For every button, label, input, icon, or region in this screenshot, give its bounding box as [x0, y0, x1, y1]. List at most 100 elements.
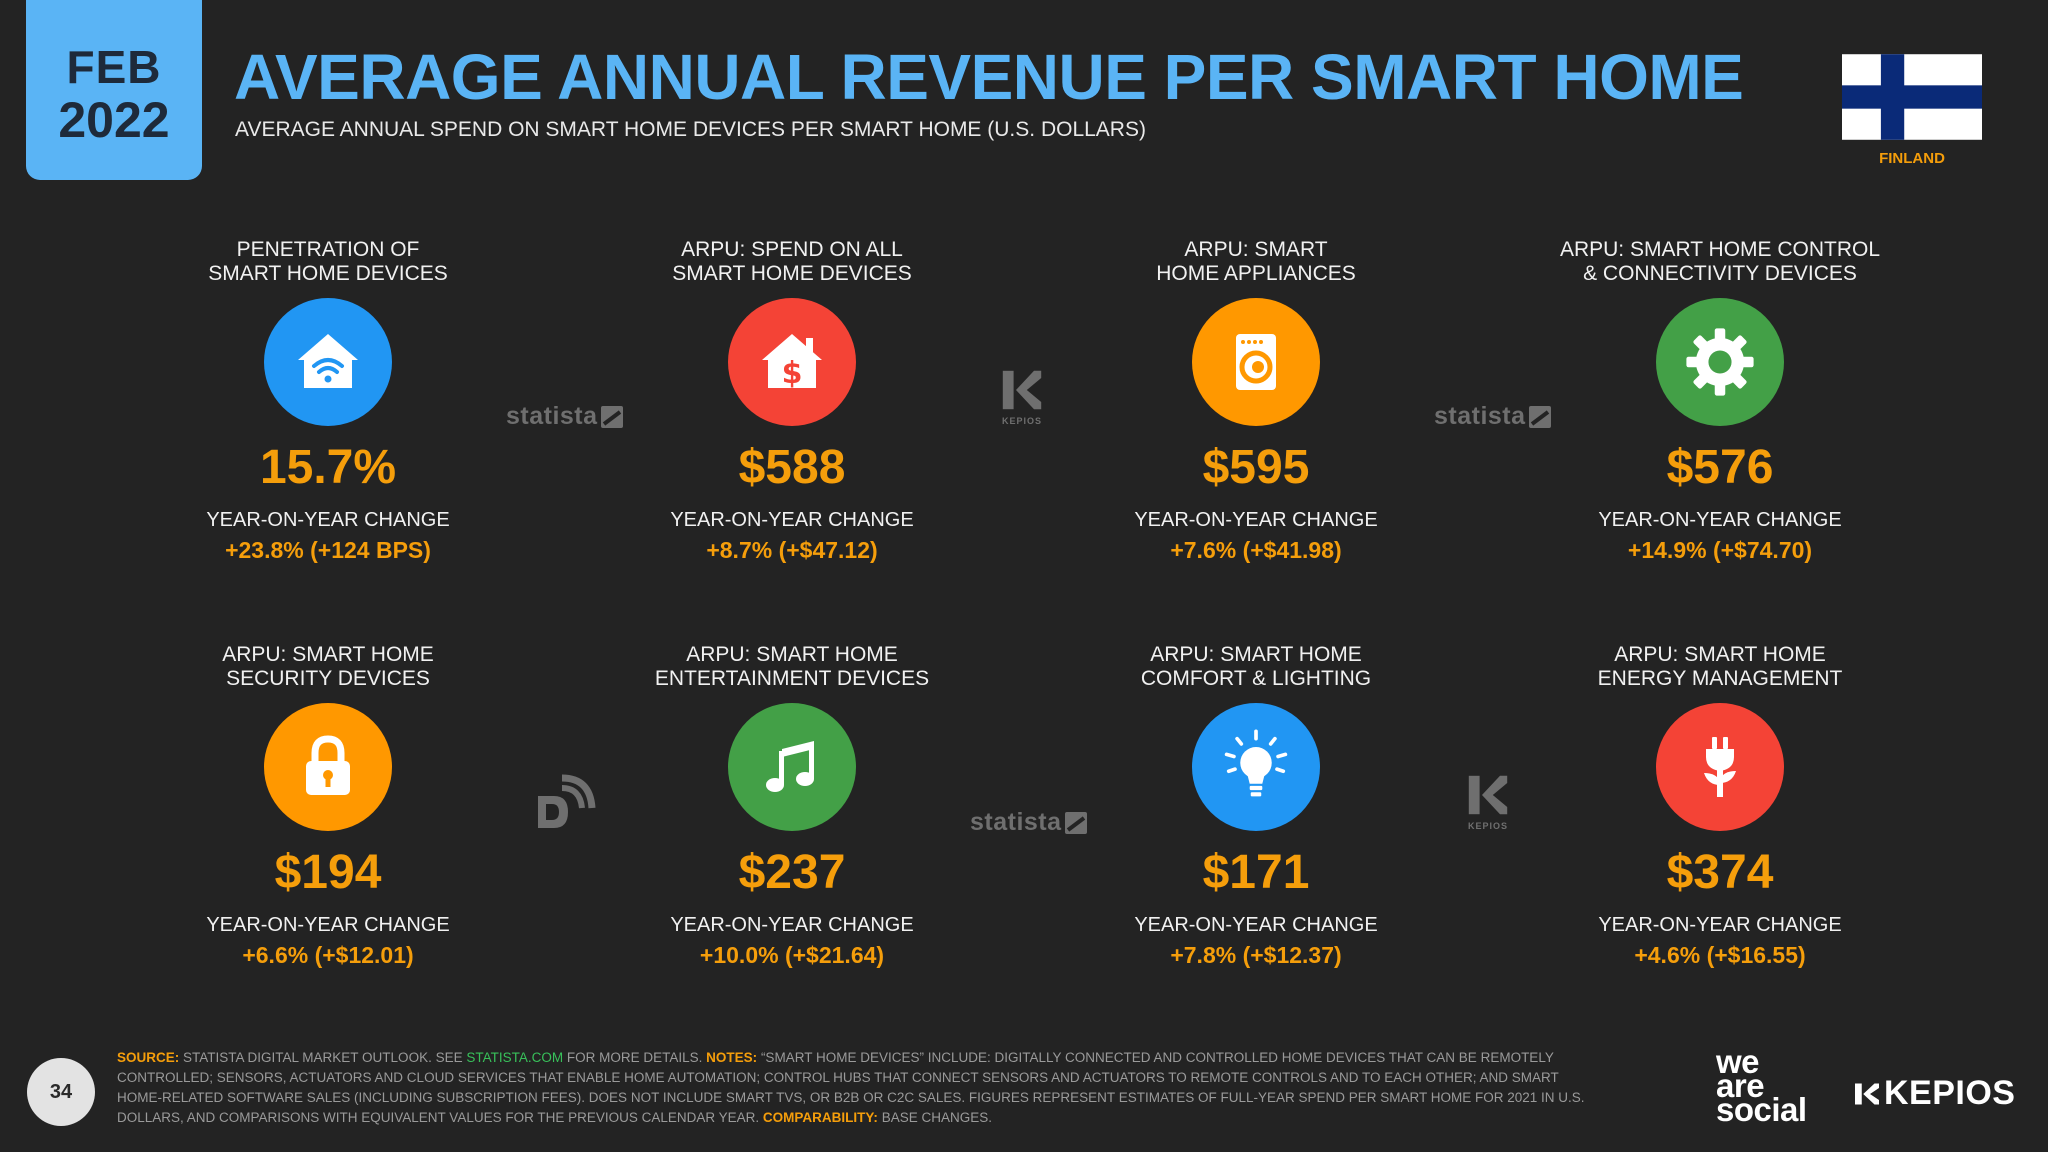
statista-watermark: statista [970, 808, 1087, 837]
stat-change-label: YEAR-ON-YEAR CHANGE [670, 509, 914, 531]
dollar-house-icon: $ [762, 334, 822, 391]
svg-text:$: $ [782, 356, 803, 391]
stat-change-value: +8.7% (+$47.12) [706, 537, 878, 563]
stat-label: ARPU: SMART HOME COMFORT & LIGHTING [1056, 643, 1456, 691]
stat-change-value: +6.6% (+$12.01) [242, 942, 414, 968]
logo-word: social [1716, 1091, 1807, 1128]
padlock-icon [306, 735, 350, 795]
page-number: 34 [27, 1058, 95, 1126]
stat-value: $237 [738, 846, 846, 899]
music-note-icon [766, 741, 814, 792]
washing-machine-icon [1236, 334, 1276, 390]
stat-label-line: ENERGY MANAGEMENT [1597, 667, 1843, 690]
comparability-label: COMPARABILITY: [762, 1110, 878, 1125]
stat-arpu-comfort: ARPU: SMART HOME COMFORT & LIGHTING $171… [1056, 643, 1456, 969]
stat-label-line: SECURITY DEVICES [226, 667, 430, 690]
statista-link[interactable]: STATISTA.COM [466, 1050, 564, 1065]
stat-change-label: YEAR-ON-YEAR CHANGE [670, 914, 914, 936]
stat-label-line: ARPU: SMART HOME [686, 643, 898, 666]
stat-value: $171 [1202, 846, 1310, 899]
statista-mark-icon [1064, 811, 1087, 834]
light-bulb-icon [1224, 729, 1288, 797]
kepios-logo: KEPIOS [1852, 1074, 2015, 1113]
stat-arpu-appliances: ARPU: SMART HOME APPLIANCES $595 YEAR-ON… [1056, 238, 1456, 564]
icon-circle [728, 703, 856, 831]
statista-watermark-text: statista [506, 402, 598, 430]
stat-label-line: ENTERTAINMENT DEVICES [654, 667, 930, 690]
stat-label: ARPU: SPEND ON ALL SMART HOME DEVICES [592, 238, 992, 286]
stat-label-line: PENETRATION OF [236, 238, 420, 261]
country-label: FINLAND [1879, 150, 1945, 167]
stat-change-value: +7.6% (+$41.98) [1170, 537, 1342, 563]
stat-arpu-control: ARPU: SMART HOME CONTROL & CONNECTIVITY … [1520, 238, 1920, 564]
kepios-watermark-text: KEPIOS [1001, 416, 1042, 426]
stat-value: $194 [274, 846, 382, 899]
date-badge: FEB 2022 [26, 0, 202, 180]
statista-mark-icon [600, 405, 623, 428]
icon-circle [264, 298, 392, 426]
we-are-social-logo: we are social [1716, 1043, 1807, 1128]
stat-label-line: & CONNECTIVITY DEVICES [1583, 262, 1857, 285]
date-month: FEB [66, 41, 162, 94]
stat-label: ARPU: SMART HOME ENTERTAINMENT DEVICES [592, 643, 992, 691]
stat-label-line: ARPU: SMART HOME [1150, 643, 1362, 666]
statista-mark-icon [1528, 405, 1551, 428]
icon-circle [1192, 298, 1320, 426]
stat-change-value: +10.0% (+$21.64) [699, 942, 885, 968]
icon-circle [1192, 703, 1320, 831]
stat-label-line: COMFORT & LIGHTING [1140, 667, 1372, 690]
stat-label-line: ARPU: SPEND ON ALL [681, 238, 903, 261]
kepios-mark-icon [1002, 370, 1042, 410]
stat-value: $588 [738, 441, 846, 494]
stat-change-label: YEAR-ON-YEAR CHANGE [206, 509, 450, 531]
icon-circle: $ [728, 298, 856, 426]
stat-arpu-energy: ARPU: SMART HOME ENERGY MANAGEMENT $374 … [1520, 643, 1920, 969]
stat-value: $576 [1666, 441, 1774, 494]
date-year: 2022 [58, 91, 170, 148]
statista-watermark-text: statista [1434, 402, 1526, 430]
footer-notes: SOURCE: STATISTA DIGITAL MARKET OUTLOOK.… [117, 1048, 1597, 1128]
stat-change-value: +14.9% (+$74.70) [1627, 537, 1813, 563]
plug-icon [1704, 737, 1736, 797]
stat-arpu-all: ARPU: SPEND ON ALL SMART HOME DEVICES $ … [592, 238, 992, 564]
stat-value: 15.7% [259, 441, 397, 494]
stat-change-label: YEAR-ON-YEAR CHANGE [1598, 509, 1842, 531]
stat-label-line: SMART HOME DEVICES [208, 262, 448, 285]
stat-label: ARPU: SMART HOME SECURITY DEVICES [128, 643, 528, 691]
wifi-house-icon [298, 334, 358, 388]
icon-circle [1656, 703, 1784, 831]
stat-label-line: ARPU: SMART HOME CONTROL [1559, 238, 1881, 261]
page-subtitle: AVERAGE ANNUAL SPEND ON SMART HOME DEVIC… [235, 118, 1146, 141]
stat-value: $595 [1202, 441, 1310, 494]
stat-label-line: SMART HOME DEVICES [672, 262, 912, 285]
kepios-watermark-text: KEPIOS [1467, 821, 1508, 831]
stat-change-label: YEAR-ON-YEAR CHANGE [1598, 914, 1842, 936]
logo-word: we [1716, 1043, 1760, 1080]
page-title: AVERAGE ANNUAL REVENUE PER SMART HOME [234, 41, 1744, 113]
statista-watermark: statista [1434, 402, 1551, 431]
gear-icon [1686, 328, 1754, 396]
statista-watermark: statista [506, 402, 623, 431]
stat-label-line: ARPU: SMART HOME [1614, 643, 1826, 666]
kepios-watermark: KEPIOS [998, 366, 1046, 426]
icon-circle [264, 703, 392, 831]
stat-change-value: +4.6% (+$16.55) [1634, 942, 1806, 968]
stat-label: ARPU: SMART HOME ENERGY MANAGEMENT [1520, 643, 1920, 691]
source-after: FOR MORE DETAILS. [566, 1050, 703, 1065]
kepios-logo-icon [1855, 1083, 1879, 1104]
stat-penetration: PENETRATION OF SMART HOME DEVICES 15.7% … [128, 238, 528, 564]
icon-circle [1656, 298, 1784, 426]
stat-label-line: HOME APPLIANCES [1156, 262, 1356, 285]
datareportal-watermark-icon [538, 774, 596, 828]
stat-arpu-security: ARPU: SMART HOME SECURITY DEVICES $194 Y… [128, 643, 528, 969]
stat-label: PENETRATION OF SMART HOME DEVICES [128, 238, 528, 286]
stat-label: ARPU: SMART HOME CONTROL & CONNECTIVITY … [1520, 238, 1920, 286]
statista-watermark-text: statista [970, 808, 1062, 836]
logo-word: are [1716, 1067, 1765, 1104]
stat-change-value: +7.8% (+$12.37) [1170, 942, 1342, 968]
comparability-text: BASE CHANGES. [881, 1110, 992, 1125]
stat-change-label: YEAR-ON-YEAR CHANGE [1134, 509, 1378, 531]
kepios-watermark: KEPIOS [1464, 771, 1512, 831]
stat-change-label: YEAR-ON-YEAR CHANGE [206, 914, 450, 936]
kepios-mark-icon [1468, 775, 1508, 815]
